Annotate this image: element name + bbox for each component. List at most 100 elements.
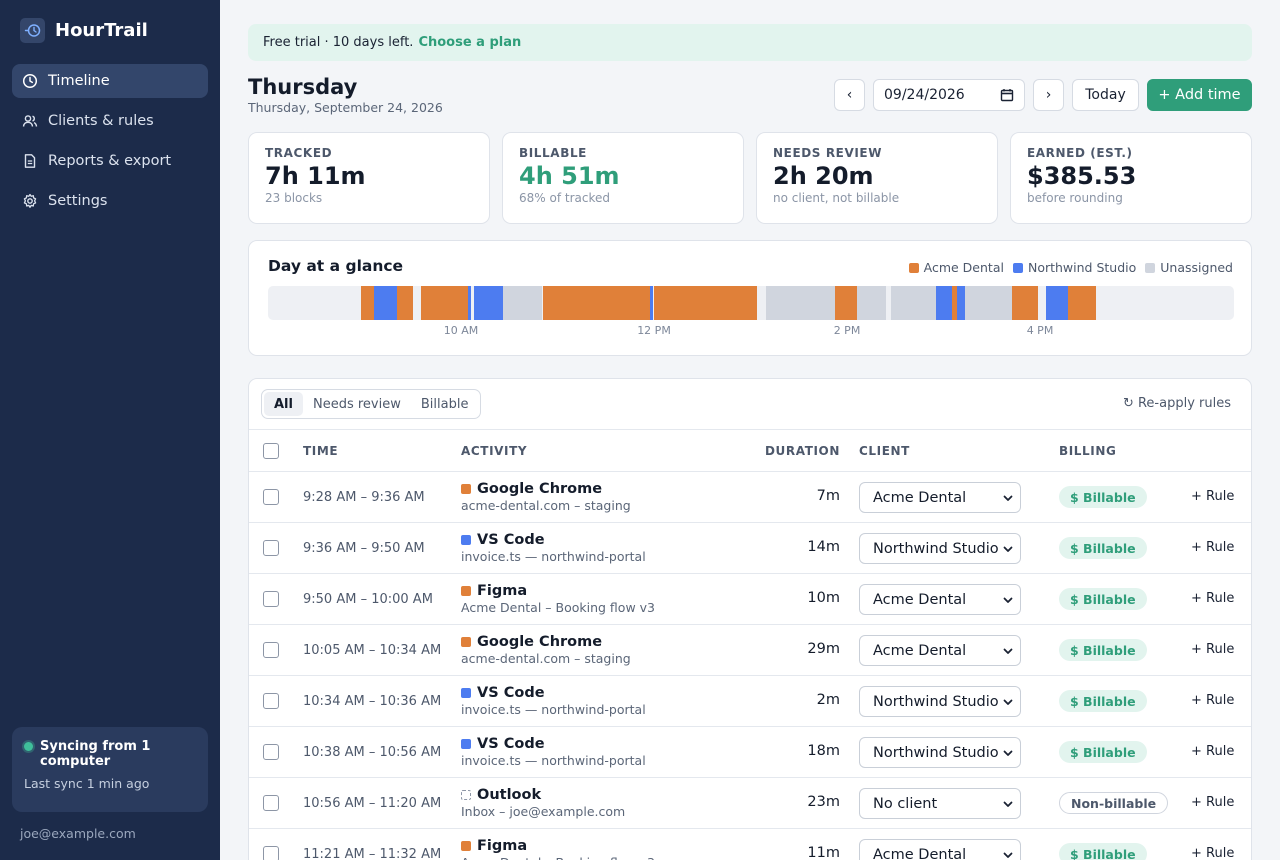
column-header-client[interactable]: CLIENT xyxy=(859,444,910,458)
client-select[interactable]: Northwind Studio xyxy=(859,737,1021,768)
choose-plan-link[interactable]: Choose a plan xyxy=(418,35,522,50)
client-select[interactable]: No client xyxy=(859,788,1021,819)
brand[interactable]: HourTrail xyxy=(20,18,148,43)
filter-tab-billable[interactable]: Billable xyxy=(420,396,469,412)
timeline-segment[interactable] xyxy=(891,286,937,320)
timeline-segment[interactable] xyxy=(936,286,953,320)
row-activity: Google Chrome acme-dental.com – staging xyxy=(461,634,631,666)
date-input[interactable]: 09/24/2026 xyxy=(873,79,1025,111)
table-row[interactable]: 10:34 AM – 10:36 AM VS Code invoice.ts — n… xyxy=(249,676,1251,727)
client-select[interactable]: Acme Dental xyxy=(859,635,1021,666)
calendar-icon[interactable] xyxy=(1000,88,1014,102)
client-select[interactable]: Acme Dental xyxy=(859,482,1021,513)
row-checkbox[interactable] xyxy=(263,693,279,709)
sidebar-item-settings[interactable]: Settings xyxy=(12,184,208,218)
client-select[interactable]: Northwind Studio xyxy=(859,533,1021,564)
billing-badge[interactable]: $ Billable xyxy=(1059,690,1147,712)
client-select-value: Northwind Studio xyxy=(873,540,999,557)
column-header-duration[interactable]: DURATION xyxy=(765,444,840,458)
add-rule-button[interactable]: + Rule xyxy=(1191,489,1235,504)
filter-tab-all[interactable]: All xyxy=(264,392,303,416)
timeline-segment[interactable] xyxy=(1011,286,1038,320)
table-row[interactable]: 10:05 AM – 10:34 AM Google Chrome acme-den… xyxy=(249,625,1251,676)
previous-day-button[interactable]: ‹ xyxy=(834,79,865,111)
timeline-segment[interactable] xyxy=(952,286,958,320)
row-activity: VS Code invoice.ts — northwind-portal xyxy=(461,685,646,717)
client-select[interactable]: Acme Dental xyxy=(859,584,1021,615)
billing-badge[interactable]: $ Billable xyxy=(1059,639,1147,661)
row-duration: 11m xyxy=(807,845,840,860)
timeline-bar[interactable] xyxy=(268,286,1234,320)
timeline-segment[interactable] xyxy=(374,286,397,320)
add-rule-button[interactable]: + Rule xyxy=(1191,591,1235,606)
billing-badge[interactable]: $ Billable xyxy=(1059,537,1147,559)
sidebar-item-reports[interactable]: Reports & export xyxy=(12,144,208,178)
timeline-segment[interactable] xyxy=(965,286,1012,320)
timeline-segment[interactable] xyxy=(421,286,468,320)
timeline-segment[interactable] xyxy=(503,286,542,320)
billing-badge[interactable]: $ Billable xyxy=(1059,741,1147,763)
row-checkbox[interactable] xyxy=(263,744,279,760)
select-all-checkbox[interactable] xyxy=(263,443,279,459)
billing-badge[interactable]: Non-billable xyxy=(1059,792,1169,814)
row-time: 9:28 AM – 9:36 AM xyxy=(303,490,425,505)
add-time-button[interactable]: + Add time xyxy=(1147,79,1252,111)
client-select[interactable]: Acme Dental xyxy=(859,839,1021,860)
timeline-segment[interactable] xyxy=(654,286,758,320)
timeline-segment[interactable] xyxy=(396,286,413,320)
stat-value: 7h 11m xyxy=(265,162,366,190)
table-row[interactable]: 9:50 AM – 10:00 AM Figma Acme Dental – Boo… xyxy=(249,574,1251,625)
column-header-time[interactable]: TIME xyxy=(303,444,339,458)
client-color-dot-icon xyxy=(461,841,471,851)
filter-tab-needs-review[interactable]: Needs review xyxy=(312,396,401,412)
billing-badge[interactable]: $ Billable xyxy=(1059,486,1147,508)
timeline-segment[interactable] xyxy=(1045,286,1069,320)
sidebar-item-timeline[interactable]: Timeline xyxy=(12,64,208,98)
row-checkbox[interactable] xyxy=(263,795,279,811)
table-row[interactable]: 10:38 AM – 10:56 AM VS Code invoice.ts — n… xyxy=(249,727,1251,778)
timeline-segment[interactable] xyxy=(1068,286,1096,320)
table-row[interactable]: 9:36 AM – 9:50 AM VS Code invoice.ts — nor… xyxy=(249,523,1251,574)
filter-tabs: All Needs review Billable xyxy=(261,389,482,419)
billing-badge[interactable]: $ Billable xyxy=(1059,588,1147,610)
legend-label: Northwind Studio xyxy=(1027,260,1137,275)
glance-legend: Acme Dental Northwind Studio Unassigned xyxy=(908,260,1233,275)
today-button[interactable]: Today xyxy=(1072,79,1139,111)
activity-table-card: All Needs review Billable ↻ Re-apply rul… xyxy=(248,378,1252,860)
table-row[interactable]: 10:56 AM – 11:20 AM Outlook Inbox – joe@ex… xyxy=(249,778,1251,829)
timeline-segment[interactable] xyxy=(467,286,471,320)
activity-app: Figma xyxy=(477,838,528,854)
reapply-rules-button[interactable]: ↻ Re-apply rules xyxy=(1122,396,1231,411)
sidebar-item-clients[interactable]: Clients & rules xyxy=(12,104,208,138)
timeline-segment[interactable] xyxy=(765,286,835,320)
legend-swatch xyxy=(908,262,919,273)
add-rule-button[interactable]: + Rule xyxy=(1191,693,1235,708)
billing-badge[interactable]: $ Billable xyxy=(1059,843,1147,860)
timeline-segment[interactable] xyxy=(361,286,375,320)
timeline-segment[interactable] xyxy=(957,286,966,320)
add-rule-button[interactable]: + Rule xyxy=(1191,744,1235,759)
row-checkbox[interactable] xyxy=(263,846,279,860)
table-row[interactable]: 9:28 AM – 9:36 AM Google Chrome acme-denta… xyxy=(249,472,1251,523)
row-checkbox[interactable] xyxy=(263,489,279,505)
row-checkbox[interactable] xyxy=(263,591,279,607)
row-duration: 7m xyxy=(816,488,840,504)
row-time: 11:21 AM – 11:32 AM xyxy=(303,847,442,860)
row-checkbox[interactable] xyxy=(263,540,279,556)
add-rule-button[interactable]: + Rule xyxy=(1191,642,1235,657)
client-select[interactable]: Northwind Studio xyxy=(859,686,1021,717)
row-checkbox[interactable] xyxy=(263,642,279,658)
next-day-button[interactable]: › xyxy=(1033,79,1064,111)
timeline-segment[interactable] xyxy=(649,286,653,320)
timeline-segment[interactable] xyxy=(543,286,650,320)
timeline-segment[interactable] xyxy=(857,286,887,320)
add-rule-button[interactable]: + Rule xyxy=(1191,540,1235,555)
sidebar-item-label: Reports & export xyxy=(48,153,172,169)
column-header-activity[interactable]: ACTIVITY xyxy=(461,444,528,458)
add-rule-button[interactable]: + Rule xyxy=(1191,846,1235,860)
column-header-billing[interactable]: BILLING xyxy=(1059,444,1117,458)
timeline-segment[interactable] xyxy=(474,286,504,320)
add-rule-button[interactable]: + Rule xyxy=(1191,795,1235,810)
timeline-segment[interactable] xyxy=(834,286,858,320)
